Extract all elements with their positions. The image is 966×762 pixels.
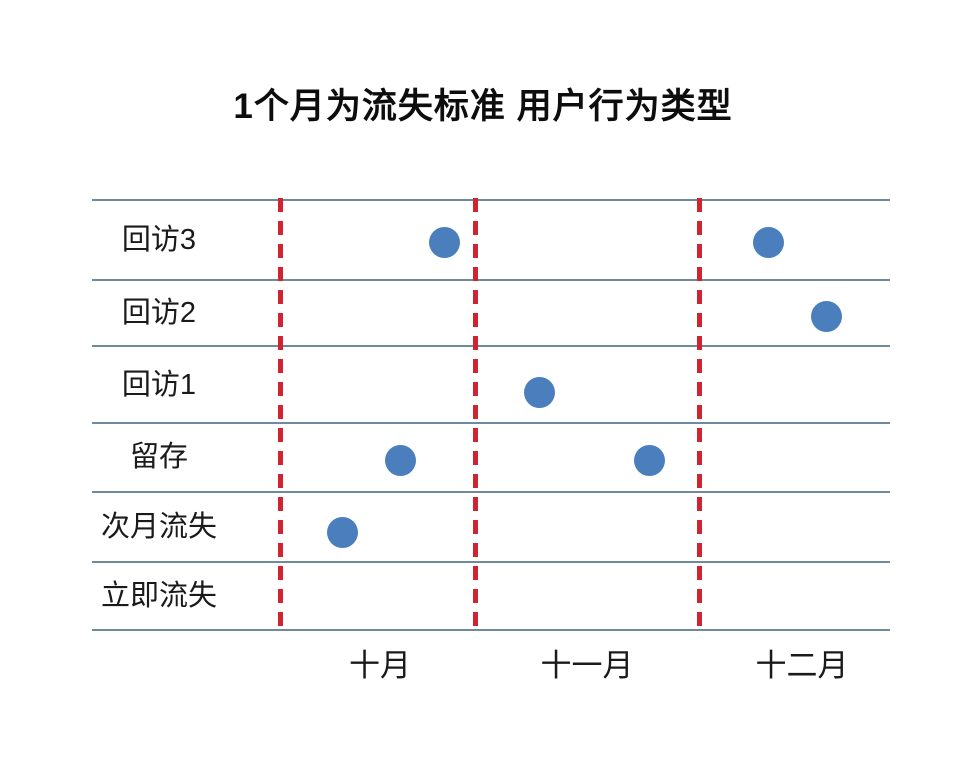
month-divider-line <box>278 198 283 630</box>
grid-line <box>92 561 890 563</box>
data-point <box>326 516 358 548</box>
data-point <box>810 300 842 332</box>
month-divider-line <box>697 198 702 630</box>
data-point <box>523 376 555 408</box>
row-label: 留存 <box>129 441 188 473</box>
row-label: 次月流失 <box>100 511 217 543</box>
grid-line <box>92 199 890 201</box>
grid-line <box>92 422 890 424</box>
data-point <box>428 226 460 258</box>
grid-line <box>92 279 890 281</box>
grid-line <box>92 491 890 493</box>
row-label: 回访3 <box>121 224 197 256</box>
month-label: 十月 <box>349 648 411 683</box>
data-point <box>752 226 784 258</box>
row-label: 回访2 <box>121 297 197 329</box>
grid-line <box>92 629 890 631</box>
month-divider-line <box>473 198 478 630</box>
data-point <box>384 444 416 476</box>
row-label: 回访1 <box>121 369 197 401</box>
chart-title: 1个月为流失标准 用户行为类型 <box>233 87 733 126</box>
month-label: 十二月 <box>755 648 849 683</box>
row-label: 立即流失 <box>100 580 217 612</box>
data-point <box>633 444 665 476</box>
grid-line <box>92 345 890 347</box>
month-label: 十一月 <box>540 648 634 683</box>
